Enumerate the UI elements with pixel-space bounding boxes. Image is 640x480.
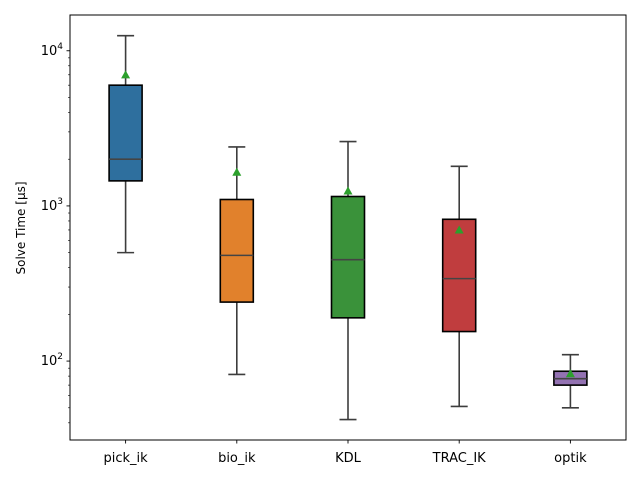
box-optik xyxy=(553,353,588,409)
x-tick-label-pick_ik: pick_ik xyxy=(104,451,149,466)
iqr-box xyxy=(330,195,366,319)
mean-marker xyxy=(232,167,242,176)
y-ticks: 102 103 104 xyxy=(41,42,70,424)
box-kdl xyxy=(330,140,366,421)
x-tick-label-optik: optik xyxy=(554,451,587,466)
plot-frame xyxy=(69,14,627,441)
iqr-box xyxy=(219,198,255,303)
y-tick-label: 104 xyxy=(41,42,64,59)
iqr-box xyxy=(108,84,143,182)
box-pick_ik xyxy=(108,34,143,254)
x-tick-label-kdl: KDL xyxy=(335,451,362,466)
box-trac_ik xyxy=(441,165,477,408)
mean-marker xyxy=(454,225,464,234)
box-bio_ik xyxy=(219,146,255,376)
y-tick-label: 102 xyxy=(41,352,63,369)
x-tick-label-trac_ik: TRAC_IK xyxy=(432,451,487,466)
x-ticks: pick_ik bio_ik KDL TRAC_IK optik xyxy=(104,440,587,466)
mean-marker xyxy=(565,369,575,378)
iqr-box xyxy=(441,218,477,333)
x-tick-label-bio_ik: bio_ik xyxy=(218,451,256,466)
y-axis-label: Solve Time [µs] xyxy=(14,181,28,274)
boxes-layer xyxy=(108,34,588,421)
mean-marker xyxy=(343,186,353,195)
y-tick-label: 103 xyxy=(41,197,63,214)
mean-marker xyxy=(121,70,131,79)
